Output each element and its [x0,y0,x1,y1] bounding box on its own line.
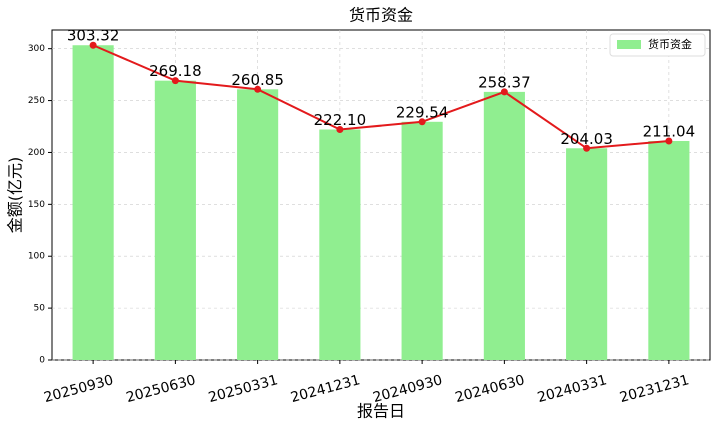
line-point [254,85,262,93]
bar [401,121,443,360]
line-point [89,41,97,49]
line-point [336,126,344,134]
x-tick-label: 20250930 [42,372,115,406]
y-axis-label: 金额(亿元) [6,157,25,234]
bar [72,45,114,361]
y-tick-label: 250 [28,96,45,106]
y-tick-label: 200 [28,148,45,158]
x-tick-label: 20250331 [207,372,280,406]
bar [566,148,608,360]
value-label: 260.85 [231,71,284,89]
line-point [665,137,673,145]
bar [648,140,690,360]
x-tick-label: 20241231 [289,372,362,406]
chart-title: 货币资金 [349,6,413,25]
x-axis-label: 报告日 [357,402,405,421]
y-tick-label: 100 [28,252,45,262]
value-label: 229.54 [396,103,449,121]
value-label: 258.37 [478,73,531,91]
x-tick-label: 20240930 [371,372,444,406]
line [92,44,669,150]
line-point [583,144,591,152]
bar [483,91,525,360]
x-tick-label: 20240331 [536,372,609,406]
x-tick-label: 20231231 [618,372,691,406]
legend-label: 货币资金 [648,37,692,51]
plot-frame [51,29,711,361]
x-tick-label: 20240630 [453,372,526,406]
value-label: 222.10 [314,111,367,129]
line-point [500,88,508,96]
y-tick-label: 0 [39,356,45,366]
y-tick-label: 300 [28,44,45,54]
x-tick-label: 20250630 [124,372,197,406]
value-label: 303.32 [67,27,120,45]
value-label: 204.03 [560,130,613,148]
value-label: 211.04 [643,122,696,140]
legend-box [609,33,706,57]
bar [319,129,361,360]
y-tick-label: 50 [34,304,46,314]
line-point [171,77,179,85]
bar [154,80,196,360]
line-point [418,118,426,126]
bar [237,89,279,360]
value-label: 269.18 [149,62,202,80]
y-tick-label: 150 [28,200,45,210]
legend-swatch [617,40,641,49]
